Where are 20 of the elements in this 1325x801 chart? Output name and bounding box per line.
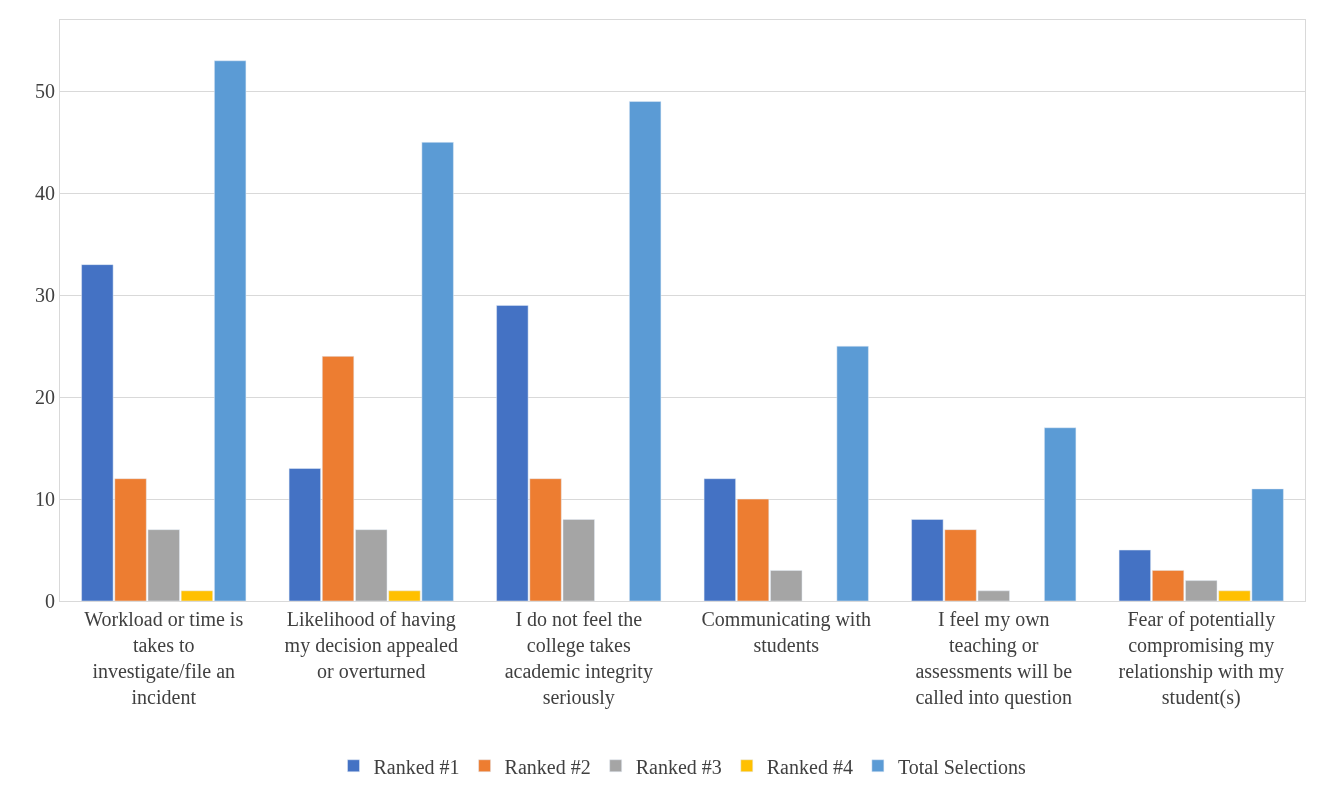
legend-label: Ranked #4 (766, 755, 853, 778)
bar (836, 345, 869, 601)
x-tick-label: Fear of potentially compromising my relationship with my student(s) (1118, 608, 1285, 709)
y-tick-label: 0 (45, 590, 55, 612)
x-tick-label: I do not feel the college takes academic integrity seriously (504, 608, 653, 709)
x-tick-label: Workload or time is takes to investigate/file an incident (84, 608, 244, 708)
y-tick-label: 10 (35, 488, 55, 511)
legend-label: Ranked #2 (504, 755, 591, 778)
legend-label: Total Selections (897, 755, 1027, 778)
y-tick-label: 50 (35, 80, 55, 103)
bar (629, 101, 662, 601)
y-tick-label: 30 (35, 284, 55, 307)
y-tick-label: 40 (35, 182, 55, 205)
legend-label: Ranked #1 (373, 755, 460, 778)
legend-label: Ranked #3 (635, 755, 722, 778)
x-tick-label: Likelihood of having my decision appealed or overturned (284, 608, 458, 682)
bar (1044, 427, 1077, 601)
x-tick-label: Communicating with students (701, 608, 871, 656)
y-tick-label: 20 (35, 386, 55, 409)
x-tick-label: I feel my own teaching or assessments will be called into question (915, 608, 1073, 709)
